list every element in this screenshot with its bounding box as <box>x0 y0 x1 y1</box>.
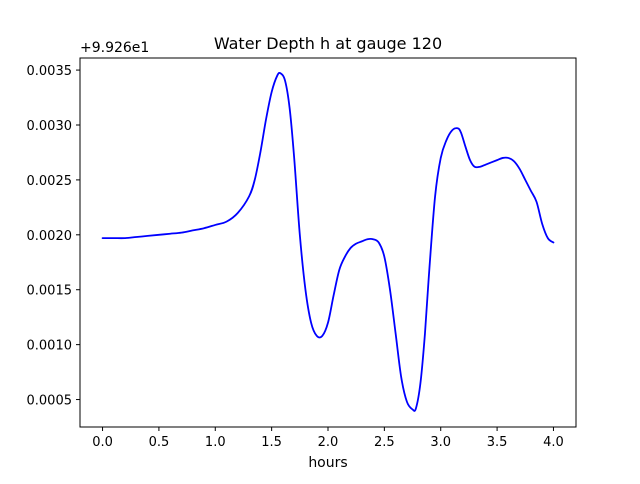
x-tick-label: 3.5 <box>487 435 508 450</box>
y-axis-offset-label: +9.926e1 <box>80 40 149 56</box>
x-tick-label: 3.0 <box>430 435 451 450</box>
series-layer <box>101 71 555 412</box>
y-tick-label: 0.0005 <box>27 394 73 409</box>
y-tick-label: 0.0015 <box>27 284 73 299</box>
x-tick-label: 0.0 <box>92 435 113 450</box>
y-tick-label: 0.0030 <box>27 119 73 134</box>
y-tick-label: 0.0025 <box>27 174 73 189</box>
plot-area-frame <box>79 57 577 428</box>
y-tick-label: 0.0035 <box>27 64 73 79</box>
x-tick-label: 1.0 <box>205 435 226 450</box>
y-tick-label: 0.0010 <box>27 339 73 354</box>
x-tick-label: 2.5 <box>374 435 395 450</box>
chart-title: Water Depth h at gauge 120 <box>214 34 442 53</box>
x-tick-label: 2.0 <box>318 435 339 450</box>
water-depth-series-line <box>101 71 555 412</box>
y-tick-label: 0.0020 <box>27 229 73 244</box>
x-tick-label: 4.0 <box>543 435 564 450</box>
x-axis-label: hours <box>308 455 347 471</box>
x-tick-label: 1.5 <box>261 435 282 450</box>
x-tick-label: 0.5 <box>149 435 170 450</box>
axis-ticks: 0.0 0.5 1.0 1.5 2.0 2.5 3.0 3.5 4.0 0.0005 0.0010 0… <box>27 64 564 450</box>
